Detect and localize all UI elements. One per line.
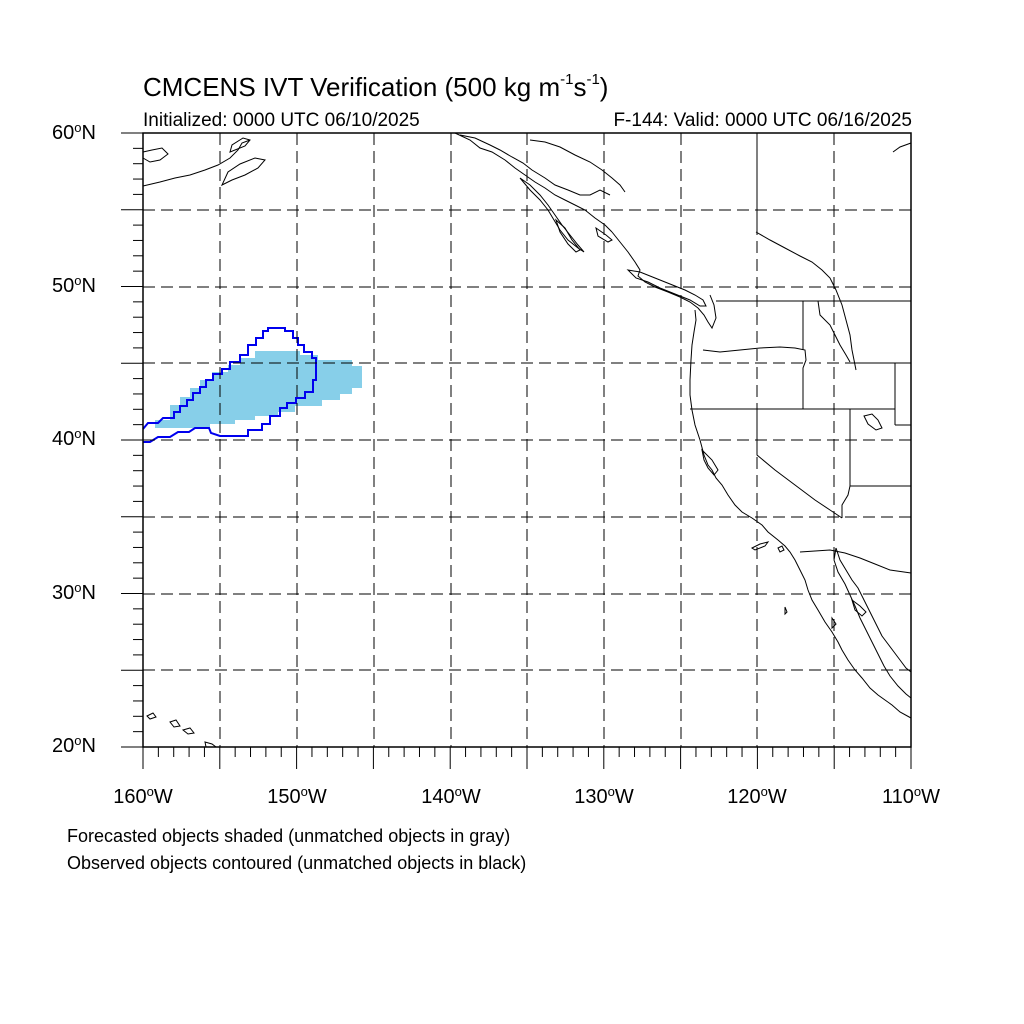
lat-label-30: 30oN bbox=[52, 580, 96, 604]
caption-forecast: Forecasted objects shaded (unmatched obj… bbox=[67, 826, 511, 846]
valid-label: F-144: Valid: 0000 UTC 06/16/2025 bbox=[613, 110, 912, 131]
political-boundaries bbox=[690, 133, 912, 574]
initialized-label: Initialized: 0000 UTC 06/10/2025 bbox=[143, 110, 420, 131]
axis-ticks bbox=[121, 132, 912, 769]
lon-label-160w: 160oW bbox=[113, 784, 173, 808]
lat-label-60: 60oN bbox=[52, 120, 96, 144]
lon-label-110w: 110oW bbox=[881, 784, 940, 808]
lat-label-40: 40oN bbox=[52, 426, 96, 450]
lon-label-150w: 150oW bbox=[267, 784, 327, 808]
coastlines bbox=[142, 132, 912, 748]
lon-label-120w: 120oW bbox=[727, 784, 787, 808]
lon-label-140w: 140oW bbox=[421, 784, 481, 808]
forecast-object bbox=[155, 351, 362, 428]
observed-object-contour bbox=[142, 327, 317, 443]
graticule bbox=[143, 133, 911, 747]
lon-label-130w: 130oW bbox=[574, 784, 634, 808]
lat-label-50: 50oN bbox=[52, 273, 96, 297]
plot-title: CMCENS IVT Verification (500 kg m-1s-1) bbox=[143, 71, 609, 102]
lat-label-20: 20oN bbox=[52, 733, 96, 757]
caption-observed: Observed objects contoured (unmatched ob… bbox=[67, 853, 527, 873]
